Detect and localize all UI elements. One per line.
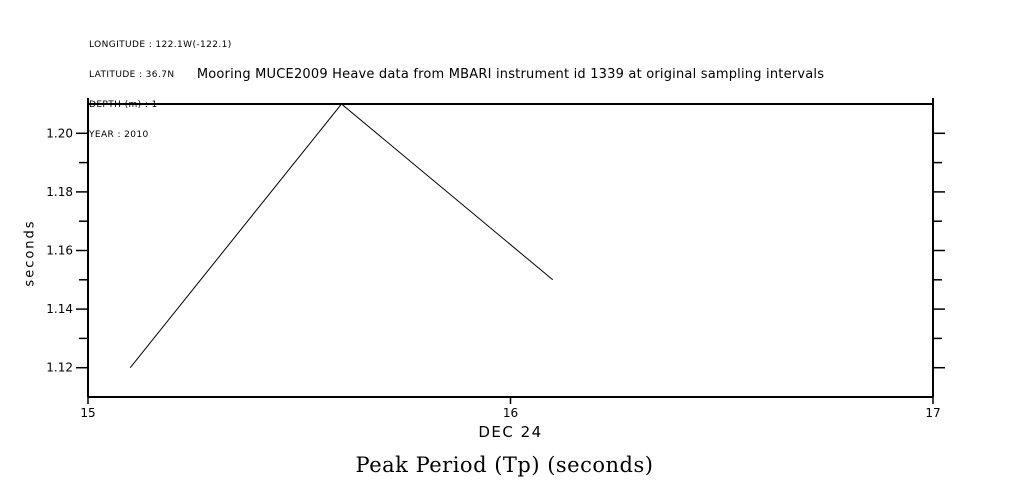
- y-axis-label: seconds: [22, 219, 38, 287]
- y-tick-label: 1.18: [46, 185, 73, 199]
- metadata-depth: DEPTH (m) : 1: [89, 100, 158, 110]
- x-tick-label: 16: [503, 406, 518, 420]
- x-tick-label: 17: [925, 406, 940, 420]
- y-tick-label: 1.20: [46, 126, 73, 140]
- metadata-year: YEAR : 2010: [89, 130, 149, 140]
- y-tick-label: 1.12: [46, 361, 73, 375]
- x-axis-date-label: DEC 24: [478, 423, 543, 441]
- metadata-latitude: LATITUDE : 36.7N: [89, 70, 175, 80]
- metadata-block: LONGITUDE : 122.1W(-122.1) LATITUDE : 36…: [89, 20, 232, 160]
- data-line: [129, 103, 554, 369]
- y-tick-label: 1.14: [46, 302, 73, 316]
- chart-title: Mooring MUCE2009 Heave data from MBARI i…: [196, 67, 825, 82]
- metadata-longitude: LONGITUDE : 122.1W(-122.1): [89, 40, 232, 50]
- y-tick-label: 1.16: [46, 244, 73, 258]
- x-axis-title: Peak Period (Tp) (seconds): [355, 453, 654, 477]
- x-tick-label: 15: [80, 406, 95, 420]
